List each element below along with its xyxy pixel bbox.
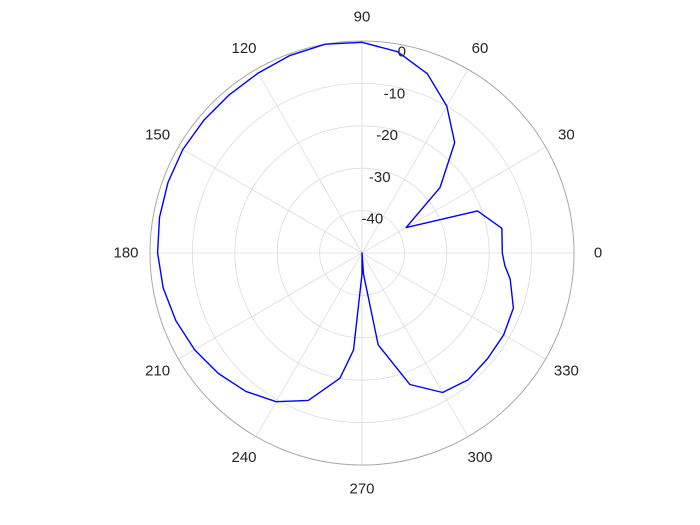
r-tick-label: -30: [369, 169, 391, 186]
theta-tick-label: 210: [145, 363, 170, 380]
r-tick-label: 0: [398, 44, 406, 61]
tick-labels: 0 30 60 90 120 150 180 210 240 270 300 330 0 -10 -20 -3…: [113, 9, 602, 498]
r-tick-label: -40: [362, 211, 384, 228]
spoke-150: [178, 146, 363, 254]
theta-tick-label: 30: [558, 127, 575, 144]
series-layer: [156, 41, 515, 403]
series-line-0: [156, 41, 515, 403]
spoke-300: [361, 252, 469, 437]
theta-tick-label: 150: [145, 127, 170, 144]
grid-circle--10: [191, 82, 533, 424]
spoke-210: [178, 252, 363, 360]
theta-tick-label: 120: [231, 40, 256, 57]
grid-circle--20: [234, 125, 490, 381]
spoke-330: [361, 252, 546, 360]
r-tick-label: -20: [376, 127, 398, 144]
theta-tick-label: 300: [467, 449, 492, 466]
theta-tick-label: 60: [472, 40, 489, 57]
polar-grid: [149, 40, 575, 466]
theta-tick-label: 180: [113, 245, 138, 262]
theta-tick-label: 90: [354, 9, 371, 26]
spoke-240: [255, 252, 363, 437]
r-tick-label: -10: [384, 85, 406, 102]
grid-circle--40: [319, 210, 405, 296]
theta-tick-label: 0: [594, 245, 602, 262]
spoke-30: [361, 146, 546, 254]
outer-circle: [149, 40, 575, 466]
theta-tick-label: 270: [349, 481, 374, 498]
spoke-60: [361, 69, 469, 254]
theta-tick-label: 330: [554, 363, 579, 380]
theta-tick-label: 240: [231, 449, 256, 466]
spoke-120: [255, 69, 363, 254]
grid-circle--30: [276, 167, 448, 339]
